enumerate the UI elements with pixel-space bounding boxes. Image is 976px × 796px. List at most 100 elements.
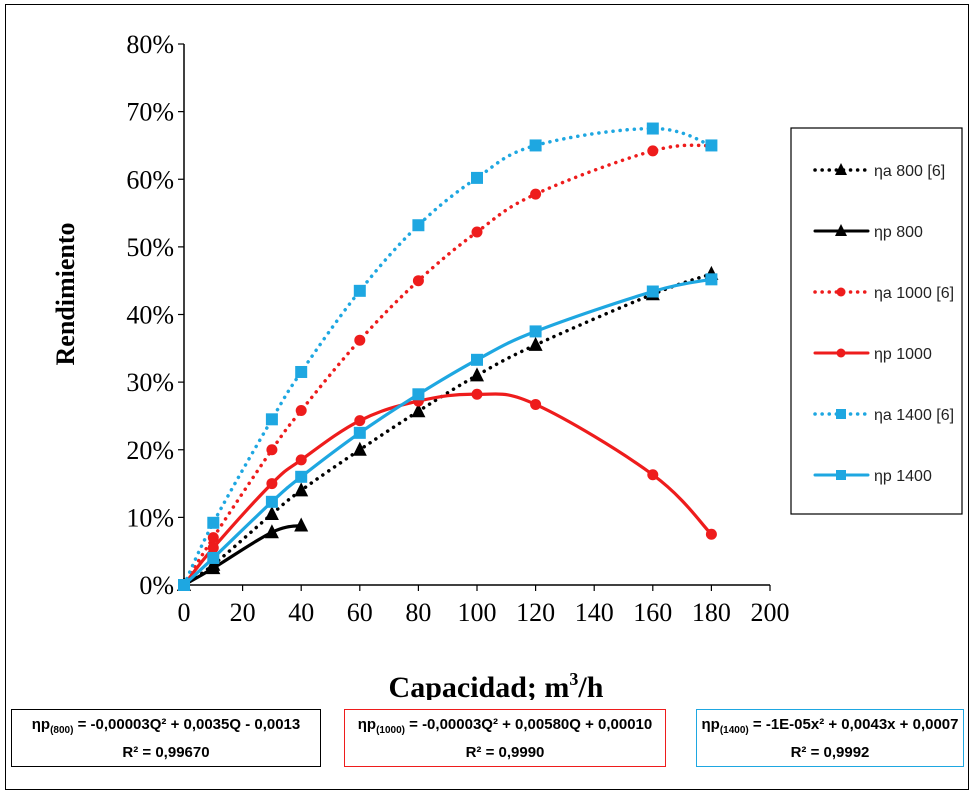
y-tick-label: 30% [126, 368, 174, 397]
series-line [182, 126, 714, 587]
data-point [207, 516, 220, 529]
axes: 0% 10% 20% 30% 40% 50% 60% 70% 80% 0 20 40 60 80 100 12… [126, 30, 789, 627]
x-tick-label: 80 [405, 598, 431, 627]
legend-entry-6: ηp 1400 [813, 468, 932, 485]
data-point [264, 524, 279, 539]
data-point [530, 398, 542, 410]
y-axis-label: Rendimiento [51, 223, 80, 366]
series-5 [178, 122, 718, 591]
legend-entry-3: ηa 1000 [6] [813, 285, 954, 302]
efficiency-chart: 0% 10% 20% 30% 40% 50% 60% 70% 80% 0 20 40 60 80 100 12… [51, 30, 963, 700]
y-tick-label: 70% [126, 98, 174, 127]
x-tick-label: 60 [347, 598, 373, 627]
data-point [265, 495, 278, 508]
x-axis-label-main: Capacidad; m [389, 671, 570, 700]
data-point [412, 275, 424, 287]
data-point [471, 226, 483, 238]
y-tick-label: 80% [126, 30, 174, 59]
x-axis-label-tail: /h [577, 671, 603, 700]
data-point [705, 139, 718, 152]
data-point [352, 441, 367, 456]
x-tick-label: 0 [178, 598, 191, 627]
data-point [353, 426, 366, 439]
equation-800-prefix: ηp [31, 716, 51, 733]
data-point [471, 353, 483, 366]
equation-800-formula: = -0,00003Q² + 0,0035Q - 0,0013 [73, 716, 301, 733]
data-point [836, 287, 846, 297]
y-tick-label: 60% [126, 165, 174, 194]
equation-box-1000: ηp(1000) = -0,00003Q² + 0,00580Q + 0,000… [344, 709, 666, 767]
series-line [182, 143, 714, 587]
y-tick-label: 10% [126, 503, 174, 532]
data-point [411, 403, 426, 418]
data-point [207, 532, 219, 544]
series-line [182, 272, 714, 587]
data-point [264, 505, 279, 520]
series-4 [178, 388, 717, 591]
legend-entry-4: ηp 1000 [813, 346, 932, 363]
data-point [294, 482, 309, 497]
data-point [705, 528, 717, 540]
legend-label: ηp 1400 [874, 468, 932, 485]
data-point [354, 334, 366, 346]
x-tick-label: 100 [458, 598, 497, 627]
x-tick-label: 20 [230, 598, 256, 627]
data-point [207, 542, 219, 554]
data-point [470, 367, 484, 382]
x-tick-label: 160 [633, 598, 672, 627]
series-line [182, 392, 713, 587]
x-axis-label: Capacidad; m3/h [389, 669, 604, 700]
data-point [836, 409, 846, 419]
legend-entry-5: ηa 1400 [6] [813, 407, 954, 424]
data-point [265, 413, 278, 426]
data-point [835, 224, 847, 236]
series-2 [177, 517, 309, 591]
data-point [207, 551, 220, 564]
x-tick-label: 40 [288, 598, 314, 627]
data-point [471, 388, 483, 400]
series-1 [177, 265, 719, 591]
data-point [529, 325, 542, 338]
data-point [835, 163, 847, 175]
x-axis-label-sup: 3 [569, 669, 578, 689]
data-point [295, 454, 307, 466]
equation-1000-r2: R² = 0,9990 [465, 744, 545, 761]
y-tick-label: 20% [126, 436, 174, 465]
equation-1000-subscript: (1000) [376, 725, 405, 736]
equation-1000-prefix: ηp [357, 716, 377, 733]
data-point [178, 579, 190, 591]
equation-1400-r2: R² = 0,9992 [790, 744, 870, 761]
data-point [294, 517, 309, 532]
x-tick-label: 200 [751, 598, 790, 627]
equation-box-800: ηp(800) = -0,00003Q² + 0,0035Q - 0,0013 … [11, 709, 321, 767]
legend: ηa 800 [6] ηp 800 ηa 1000 [6] ηp 1000 ηa 140… [790, 127, 963, 515]
data-point [412, 219, 425, 232]
legend-entry-2: ηp 800 [813, 224, 923, 241]
legend-label: ηp 1000 [874, 346, 932, 363]
y-tick-label: 40% [126, 301, 174, 330]
legend-label: ηa 1000 [6] [874, 285, 954, 302]
data-point [266, 478, 278, 490]
data-point [647, 145, 659, 157]
data-point [646, 122, 659, 135]
equation-1400-formula: = -1E-05x² + 0,0043x + 0,0007 [748, 716, 959, 733]
y-tick-label: 0% [139, 571, 174, 600]
data-point [266, 444, 278, 456]
legend-label: ηp 800 [874, 224, 923, 241]
data-point [295, 365, 308, 378]
data-point [353, 284, 366, 297]
data-point [295, 405, 307, 417]
data-point [647, 469, 659, 481]
series-6 [178, 273, 718, 591]
data-point [836, 348, 846, 358]
data-point [530, 188, 542, 200]
equation-800-subscript: (800) [50, 725, 74, 736]
legend-entry-1: ηa 800 [6] [813, 163, 945, 180]
legend-box [790, 127, 963, 515]
data-point [206, 560, 221, 575]
data-point [471, 171, 483, 184]
equation-800-r2: R² = 0,99670 [122, 744, 210, 761]
equation-1000-formula: = -0,00003Q² + 0,00580Q + 0,00010 [404, 716, 653, 733]
x-tick-label: 140 [575, 598, 614, 627]
data-point [354, 415, 366, 427]
